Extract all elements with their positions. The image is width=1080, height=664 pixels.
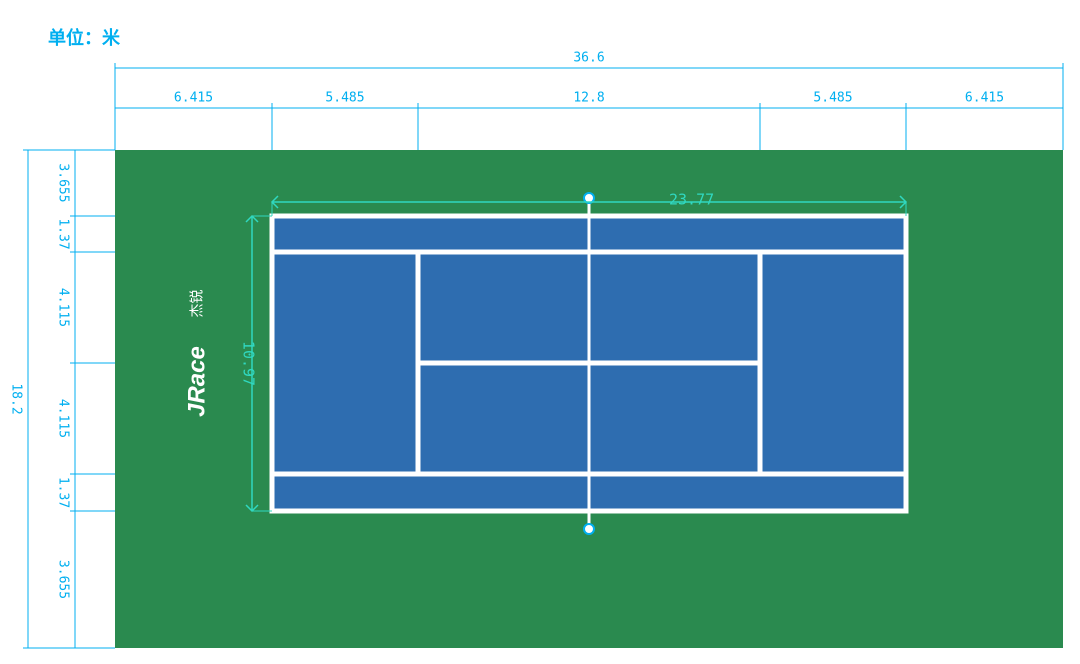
svg-text:杰锐: 杰锐 <box>189 290 205 318</box>
dim-left-total: 18.2 <box>9 383 24 414</box>
dim-top-seg: 5.485 <box>813 91 852 106</box>
court-diagram: 36.6 6.415 5.485 12.8 5.485 6.415 18.2 3.655 1.3… <box>0 0 1080 664</box>
dim-top-seg: 12.8 <box>573 91 604 106</box>
net-post <box>584 524 594 534</box>
svg-text:JRace: JRace <box>183 346 210 417</box>
dim-left-seg: 4.115 <box>56 288 71 327</box>
dim-top-total: 36.6 <box>573 51 604 66</box>
dim-court-width: 10.97 <box>240 341 258 386</box>
dim-left-seg: 3.655 <box>56 163 71 202</box>
left-dimensions: 18.2 3.655 1.37 4.115 4.115 1.37 3.655 <box>9 150 116 648</box>
dim-court-length: 23.77 <box>669 191 714 209</box>
dim-left-seg: 4.115 <box>56 399 71 438</box>
dim-top-seg: 5.485 <box>325 91 364 106</box>
dim-left-seg: 1.37 <box>56 218 71 249</box>
dim-top-seg: 6.415 <box>174 91 213 106</box>
top-dimensions: 36.6 6.415 5.485 12.8 5.485 6.415 <box>115 51 1063 151</box>
dim-left-seg: 1.37 <box>56 477 71 508</box>
dim-left-seg: 3.655 <box>56 560 71 599</box>
dim-top-seg: 6.415 <box>965 91 1004 106</box>
